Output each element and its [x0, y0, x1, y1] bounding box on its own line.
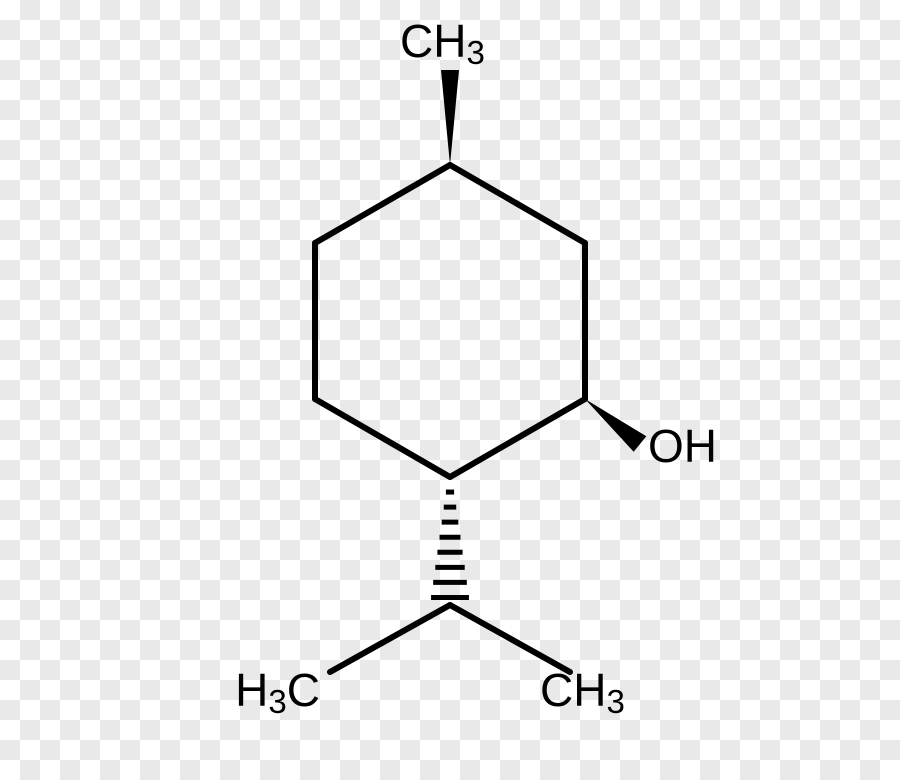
- molecule-diagram: CH3 OH H3C CH3: [0, 0, 900, 780]
- label-isopropyl-left: H3C: [235, 664, 320, 721]
- label-hydroxyl: OH: [648, 420, 717, 472]
- label-methyl-top: CH3: [400, 15, 485, 72]
- label-isopropyl-right: CH3: [540, 664, 625, 721]
